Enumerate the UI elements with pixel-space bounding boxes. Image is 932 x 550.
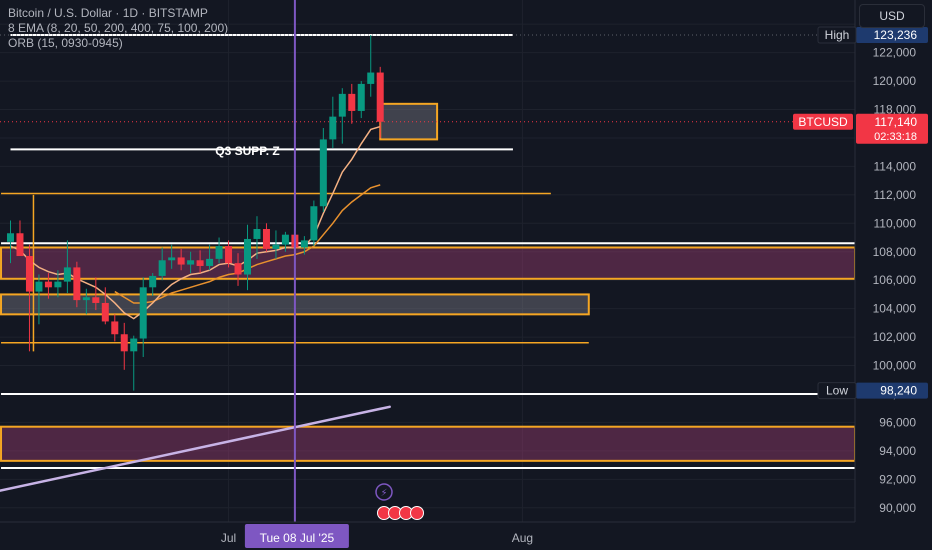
support-zone — [0, 425, 856, 462]
candle-body — [367, 72, 375, 84]
chart-legend: Bitcoin / U.S. Dollar · 1D · BITSTAMP 8 … — [8, 6, 228, 51]
time-tick-label: Aug — [512, 531, 533, 545]
candle-body — [376, 72, 384, 122]
candle-body — [111, 321, 119, 335]
candle-body — [35, 281, 43, 292]
symbol-title[interactable]: Bitcoin / U.S. Dollar · 1D · BITSTAMP — [8, 6, 208, 20]
crosshair-date-bg — [244, 524, 349, 548]
price-tick-label: 96,000 — [879, 415, 916, 429]
price-tick-label: 114,000 — [874, 159, 917, 173]
price-tick-label: 110,000 — [874, 216, 917, 230]
time-tick-label: Jul — [221, 531, 236, 545]
candle-body — [158, 260, 166, 276]
price-tick-label: 90,000 — [879, 501, 916, 515]
indicator-orb-label[interactable]: ORB (15, 0930-0945) — [8, 36, 123, 50]
candle-body — [187, 260, 195, 265]
candle-body — [225, 246, 233, 264]
support-zone — [0, 246, 856, 280]
time-axis[interactable]: Jul Aug Tue 08 Jul '25 — [0, 521, 855, 550]
symbol-marker-label: BTCUSD — [798, 115, 848, 129]
price-tick-label: 100,000 — [873, 359, 917, 373]
candle-body — [130, 338, 138, 352]
candle-body — [357, 83, 365, 111]
currency-button[interactable]: USD — [859, 4, 925, 28]
price-tick-label: 108,000 — [873, 245, 917, 259]
extreme-label-bg — [817, 26, 857, 44]
candle-body — [92, 297, 100, 303]
price-tick-label: 120,000 — [873, 74, 917, 88]
price-tick-label: 112,000 — [874, 188, 917, 202]
price-tick-label: 102,000 — [873, 330, 917, 344]
candle-body — [120, 334, 128, 352]
candle-body — [329, 116, 337, 140]
candle-body — [63, 267, 71, 282]
candle-body — [272, 244, 280, 249]
price-tick-label: 92,000 — [879, 472, 916, 486]
candle-body — [196, 260, 204, 266]
ema-fast-line — [10, 125, 381, 320]
candle-body — [262, 228, 270, 249]
candle-body — [244, 238, 251, 275]
candle-body — [7, 233, 14, 242]
extreme-value: 98,240 — [880, 384, 917, 398]
countdown-label: 02:33:18 — [874, 131, 917, 143]
candle-body — [101, 302, 109, 322]
extreme-value-bg — [856, 27, 928, 44]
long-moving-average-line — [0, 405, 391, 492]
zones-layer — [0, 102, 856, 462]
candle-body — [139, 287, 147, 339]
price-tick-label: 118,000 — [874, 103, 917, 117]
extreme-label: Low — [826, 384, 848, 398]
candle-body — [300, 240, 308, 248]
extreme-value-bg — [856, 382, 928, 399]
time-axis-bg — [0, 522, 855, 550]
candle-body — [319, 139, 327, 207]
crosshair-date-label: Tue 08 Jul '25 — [260, 531, 335, 545]
price-tick-label: 104,000 — [873, 302, 917, 316]
extreme-value: 123,236 — [874, 28, 918, 42]
event-flash-icon — [375, 483, 393, 501]
candle-body — [54, 281, 62, 288]
annotation-label: Q3 SUPP. Z — [215, 144, 279, 158]
candle-body — [253, 228, 261, 239]
price-tick-label: 94,000 — [879, 444, 916, 458]
candle-body — [281, 234, 289, 245]
price-axis[interactable]: 90,00092,00094,00096,00098,000100,000102… — [793, 0, 932, 550]
price-tick-label: 122,000 — [873, 46, 917, 60]
candle-body — [310, 206, 318, 241]
candle-body — [73, 267, 81, 301]
price-tick-label: 106,000 — [873, 273, 917, 287]
candle-body — [206, 258, 214, 266]
last-price-value: 117,140 — [875, 115, 918, 129]
last-price-marker-bg — [856, 113, 928, 144]
candle-body — [348, 93, 356, 111]
candle-body — [149, 275, 157, 288]
price-axis-bg — [855, 0, 932, 550]
symbol-marker-bg — [793, 113, 853, 130]
candle-body — [177, 257, 185, 265]
candle-body — [234, 263, 242, 275]
candle-body — [82, 297, 90, 301]
extreme-label-bg — [817, 382, 857, 400]
candle-body — [168, 257, 176, 261]
extreme-label: High — [825, 28, 850, 42]
candle-body — [215, 246, 223, 259]
us-flag-event-icon — [410, 506, 424, 520]
candle-body — [44, 281, 52, 288]
candle-body — [25, 256, 33, 292]
candle-body — [16, 233, 24, 257]
levels-layer — [0, 34, 855, 469]
lightning-icon: ⚡ — [380, 488, 387, 499]
candle-body — [338, 93, 346, 117]
indicator-ema-label[interactable]: 8 EMA (8, 20, 50, 200, 400, 75, 100, 200… — [8, 21, 229, 35]
overlay-layer: Q3 SUPP. Z ⚡ — [215, 0, 424, 522]
